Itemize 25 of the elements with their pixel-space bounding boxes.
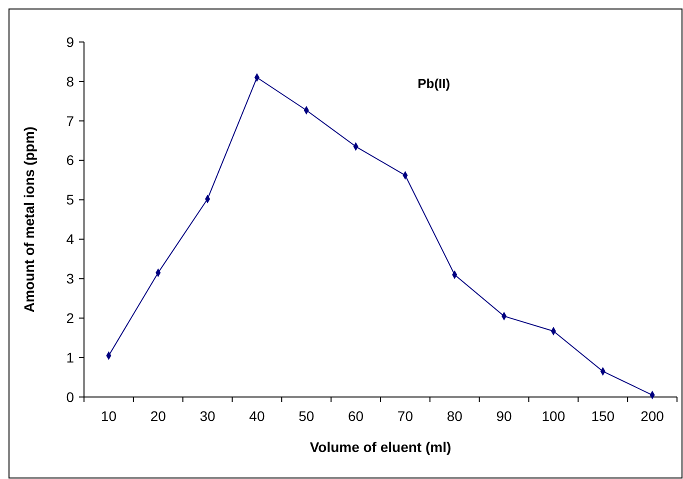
x-tick-label: 50 [298, 408, 314, 424]
x-tick-label: 70 [397, 408, 414, 424]
x-tick-label: 10 [100, 408, 117, 424]
y-tick-label: 5 [66, 192, 74, 208]
y-tick-label: 8 [66, 73, 74, 90]
x-tick-label: 20 [150, 408, 166, 424]
x-tick-label: 80 [446, 408, 463, 424]
x-axis-title: Volume of eluent (ml) [310, 439, 452, 455]
x-tick-label: 150 [591, 408, 615, 424]
y-tick-label: 3 [66, 270, 74, 287]
x-tick-label: 60 [348, 408, 364, 424]
y-tick-label: 7 [66, 112, 74, 129]
annotation: Pb(II) [418, 76, 450, 92]
y-tick-label: 9 [66, 34, 74, 50]
y-axis-title: Amount of metal ions (ppm) [21, 126, 37, 312]
x-tick-label: 100 [542, 408, 566, 424]
y-tick-label: 4 [66, 231, 74, 248]
y-tick-label: 0 [66, 388, 74, 405]
y-tick-label: 6 [66, 152, 74, 168]
x-tick-label: 200 [640, 408, 664, 424]
x-tick-label: 90 [496, 408, 512, 424]
x-tick-label: 30 [200, 408, 216, 424]
y-tick-label: 2 [66, 310, 74, 326]
y-tick-label: 1 [66, 349, 74, 366]
x-tick-label: 40 [249, 408, 265, 424]
